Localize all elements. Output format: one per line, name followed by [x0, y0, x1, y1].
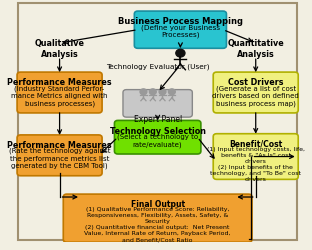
Text: (1) Input technology costs, life,
benefits & "As Is" cost
drivers
(2) Input bene: (1) Input technology costs, life, benefi…	[207, 147, 305, 182]
Text: Performance Measures: Performance Measures	[7, 141, 112, 150]
Text: (1) Qualitative Performance Score: Reliability,
Responsiveness, Flexibility, Ass: (1) Qualitative Performance Score: Relia…	[85, 207, 231, 242]
Text: Qualitative
Analysis: Qualitative Analysis	[35, 39, 85, 59]
FancyBboxPatch shape	[63, 194, 252, 242]
Text: (Industry Standard Perfor-
mance Metrics aligned with
business processes): (Industry Standard Perfor- mance Metrics…	[11, 85, 108, 107]
Text: Expert Panel: Expert Panel	[134, 116, 182, 124]
Circle shape	[176, 49, 185, 57]
FancyBboxPatch shape	[17, 72, 102, 113]
FancyBboxPatch shape	[17, 135, 102, 176]
Text: Technology Evaluator (User): Technology Evaluator (User)	[106, 64, 209, 70]
FancyBboxPatch shape	[134, 11, 227, 48]
Text: Performance Measures: Performance Measures	[7, 78, 112, 88]
FancyBboxPatch shape	[213, 134, 298, 179]
Circle shape	[159, 89, 166, 95]
Text: Final Output: Final Output	[131, 200, 185, 209]
Text: (Generate a list of cost
drivers based on defined
business process map): (Generate a list of cost drivers based o…	[212, 85, 299, 107]
Text: Business Process Mapping: Business Process Mapping	[118, 17, 243, 26]
Text: Technology Selection: Technology Selection	[110, 127, 206, 136]
Text: Cost Drivers: Cost Drivers	[228, 78, 284, 88]
Circle shape	[140, 89, 147, 95]
Circle shape	[149, 89, 156, 95]
Text: (Define your Business
Processes): (Define your Business Processes)	[141, 24, 220, 38]
Text: (Rate the technology against
the performance metrics list
generated by the CBM T: (Rate the technology against the perform…	[9, 148, 110, 170]
Circle shape	[168, 89, 175, 95]
Text: Benefit/Cost: Benefit/Cost	[229, 140, 282, 149]
Text: Quantitative
Analysis: Quantitative Analysis	[227, 39, 284, 59]
Text: (Select a technology to
rate/evaluate): (Select a technology to rate/evaluate)	[117, 134, 198, 148]
FancyBboxPatch shape	[123, 90, 192, 117]
FancyBboxPatch shape	[115, 120, 201, 154]
FancyBboxPatch shape	[213, 72, 298, 113]
